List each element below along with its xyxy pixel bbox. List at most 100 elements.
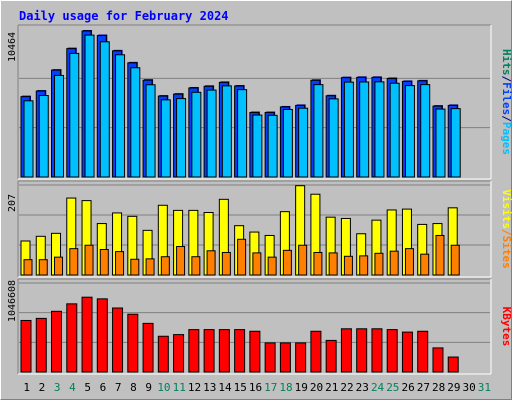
bar-sites-day-3 — [54, 256, 64, 276]
bar-sites-day-16 — [252, 252, 262, 276]
bar-sites-day-12 — [191, 256, 201, 276]
bar-sites-day-13 — [206, 250, 216, 276]
axis-label-part: / — [500, 115, 512, 122]
x-tick-label: 6 — [100, 381, 107, 394]
bar-sites-day-23 — [359, 255, 369, 276]
bar-sites-day-6 — [99, 248, 109, 276]
bar-kbytes-day-1 — [20, 319, 32, 373]
bar-kbytes-day-15 — [234, 329, 246, 373]
bar-kbytes-day-11 — [173, 334, 185, 373]
bar-pages-day-25 — [389, 82, 400, 178]
bar-pages-day-28 — [435, 108, 446, 178]
series-axis-label: KBytes — [500, 307, 512, 347]
bar-kbytes-day-6 — [96, 298, 108, 373]
bar-pages-day-10 — [160, 99, 171, 178]
bar-pages-day-5 — [84, 34, 95, 178]
bar-kbytes-day-25 — [386, 329, 398, 373]
x-tick-label: 30 — [462, 381, 475, 394]
bar-sites-day-9 — [145, 258, 155, 276]
bar-sites-day-22 — [343, 255, 353, 276]
bar-kbytes-day-9 — [142, 322, 154, 373]
bar-pages-day-19 — [298, 107, 309, 178]
bar-kbytes-day-5 — [81, 296, 93, 373]
bar-pages-day-6 — [99, 41, 110, 178]
bar-sites-day-21 — [328, 252, 338, 276]
panel-middle: 207 Visits/Sites — [7, 180, 512, 278]
bar-sites-day-27 — [420, 253, 430, 276]
bar-sites-day-25 — [389, 250, 399, 276]
x-tick-label: 27 — [417, 381, 430, 394]
bar-sites-day-4 — [69, 248, 79, 276]
bar-pages-day-9 — [145, 84, 156, 178]
bar-kbytes-day-24 — [371, 328, 383, 373]
bar-sites-day-14 — [221, 251, 231, 276]
x-tick-label: 31 — [478, 381, 491, 394]
axis-label-part: Visits — [500, 189, 512, 229]
bar-pages-day-1 — [23, 100, 34, 178]
bar-kbytes-day-27 — [417, 330, 429, 373]
axis-label-part: / — [500, 229, 512, 236]
x-tick-label: 18 — [279, 381, 292, 394]
x-tick-label: 5 — [84, 381, 91, 394]
x-tick-label: 10 — [157, 381, 170, 394]
x-tick-label: 20 — [310, 381, 323, 394]
x-tick-label: 29 — [447, 381, 460, 394]
bar-pages-day-2 — [38, 95, 49, 178]
bar-kbytes-day-19 — [295, 342, 307, 373]
x-tick-label: 25 — [386, 381, 399, 394]
bar-pages-day-26 — [404, 85, 415, 178]
bar-pages-day-24 — [374, 81, 385, 178]
y-max-label: 10464 — [7, 32, 18, 62]
x-tick-label: 22 — [340, 381, 353, 394]
bar-kbytes-day-13 — [203, 329, 215, 373]
bar-sites-day-7 — [115, 251, 125, 276]
bar-kbytes-day-23 — [356, 328, 368, 373]
bar-pages-day-8 — [130, 67, 141, 178]
bar-kbytes-day-16 — [249, 330, 261, 373]
axis-label-part: Pages — [500, 122, 512, 155]
bar-sites-day-5 — [84, 244, 94, 276]
bar-kbytes-day-3 — [51, 310, 63, 373]
x-tick-label: 9 — [145, 381, 152, 394]
x-tick-label: 24 — [371, 381, 385, 394]
x-tick-label: 1 — [23, 381, 30, 394]
bar-kbytes-day-12 — [188, 329, 200, 373]
panel-bottom: 1046608 KBytes — [7, 278, 512, 375]
bar-pages-day-20 — [313, 84, 324, 178]
x-tick-label: 8 — [130, 381, 137, 394]
x-tick-label: 13 — [203, 381, 216, 394]
bar-pages-day-16 — [252, 114, 263, 178]
bar-kbytes-day-14 — [218, 329, 230, 373]
y-max-label: 207 — [7, 194, 18, 212]
bar-kbytes-day-20 — [310, 330, 322, 373]
bar-pages-day-17 — [267, 114, 278, 178]
bar-pages-day-29 — [450, 108, 461, 178]
bar-kbytes-day-2 — [35, 317, 47, 373]
axis-label-part: Files — [500, 82, 512, 115]
bar-pages-day-13 — [206, 89, 217, 178]
x-tick-label: 28 — [432, 381, 445, 394]
bar-sites-day-19 — [298, 244, 308, 276]
bar-sites-day-26 — [404, 248, 414, 276]
axis-label-part: KBytes — [500, 307, 512, 347]
x-tick-label: 7 — [115, 381, 122, 394]
bar-sites-day-10 — [160, 256, 170, 276]
x-tick-label: 16 — [249, 381, 262, 394]
bar-kbytes-day-17 — [264, 342, 276, 373]
series-axis-label: Hits/Files/Pages — [500, 49, 512, 155]
bar-pages-day-15 — [237, 89, 248, 178]
x-tick-label: 12 — [188, 381, 201, 394]
bar-sites-day-24 — [374, 252, 384, 276]
bar-pages-day-11 — [176, 98, 187, 178]
bar-sites-day-1 — [23, 259, 33, 276]
bar-kbytes-day-21 — [325, 339, 337, 373]
bar-kbytes-day-22 — [340, 328, 352, 373]
x-tick-label: 14 — [218, 381, 232, 394]
bar-pages-day-18 — [282, 108, 293, 178]
bar-pages-day-4 — [69, 52, 80, 178]
bar-pages-day-12 — [191, 91, 202, 178]
bar-pages-day-21 — [328, 98, 339, 178]
bar-sites-day-29 — [450, 244, 460, 276]
bar-pages-day-3 — [54, 74, 65, 178]
